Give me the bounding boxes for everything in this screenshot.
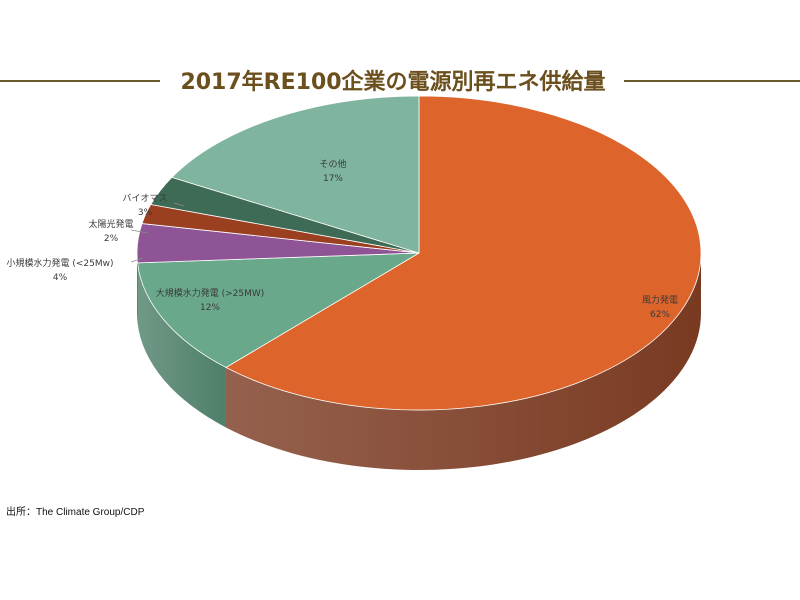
slice-label-0: 風力発電: [642, 294, 678, 306]
slice-label-4: バイオマス: [122, 193, 167, 204]
pie-side-2: [137, 253, 138, 323]
title-rule-left: [0, 80, 160, 82]
pie-slice-0: [225, 95, 702, 411]
leader-line-4: [173, 202, 185, 207]
leader-line-2: [130, 257, 144, 263]
slice-value-2: 4%: [53, 273, 68, 283]
leader-line-3: [130, 229, 149, 234]
pie-labels: 風力発電 62% 大規模水力発電 (>25MW) 12% 小規模水力発電 (<25Mw)…: [6, 158, 678, 320]
pie-tops: [136, 95, 702, 411]
slice-value-4: 3%: [138, 208, 153, 218]
title-rule-right: [624, 80, 800, 82]
pie-sides: [137, 253, 701, 471]
slice-value-1: 12%: [200, 303, 220, 313]
slice-label-5: その他: [319, 158, 346, 170]
slice-label-3: 太陽光発電: [88, 218, 133, 230]
pie-slice-5: [171, 95, 420, 254]
chart-title: 2017年RE100企業の電源別再エネ供給量: [180, 70, 606, 95]
pie-slice-1: [137, 252, 420, 368]
source-note: 出所：The Climate Group/CDP: [6, 507, 145, 518]
pie-side-1: [137, 262, 226, 428]
slice-value-0: 62%: [650, 310, 670, 320]
slice-value-5: 17%: [323, 174, 343, 184]
slice-label-2: 小規模水力発電 (<25Mw): [6, 257, 113, 269]
slice-label-1: 大規模水力発電 (>25MW): [156, 287, 265, 299]
pie-leader-lines: [130, 202, 185, 263]
slice-value-3: 2%: [104, 234, 119, 244]
pie-side-0: [225, 253, 701, 471]
title-row: 2017年RE100企業の電源別再エネ供給量: [0, 64, 800, 98]
